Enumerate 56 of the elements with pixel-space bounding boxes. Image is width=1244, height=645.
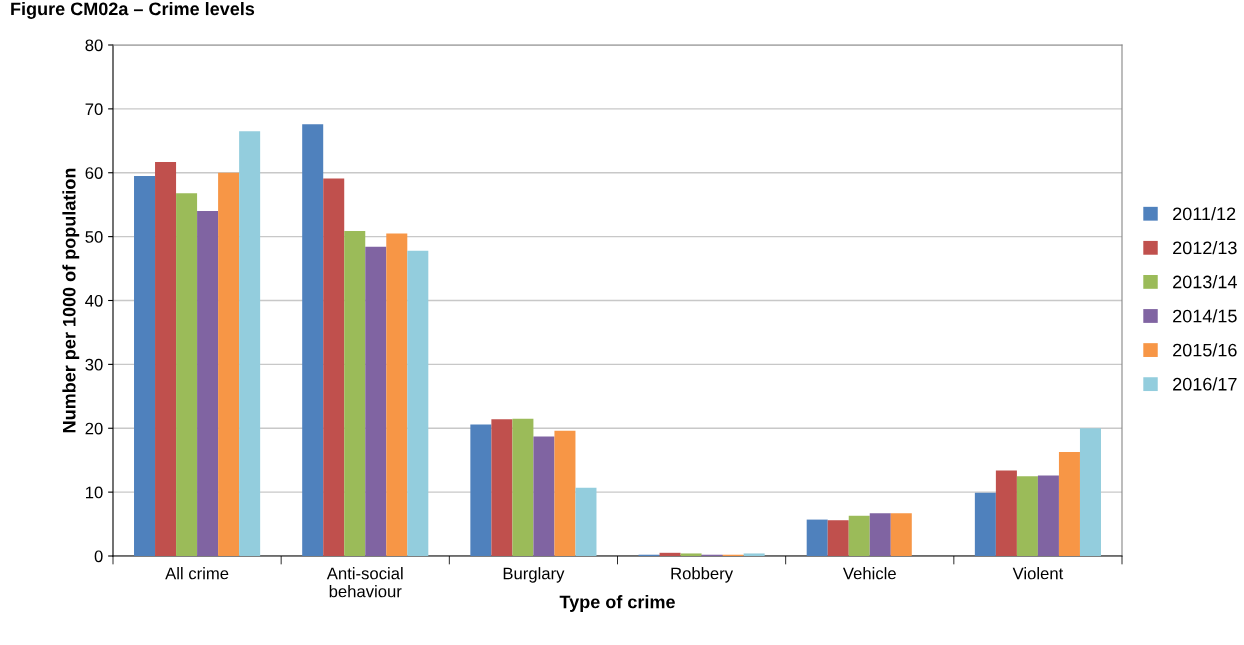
bar xyxy=(743,553,765,556)
y-axis-title: Number per 1000 of population xyxy=(62,168,80,433)
bar xyxy=(575,487,597,556)
bar xyxy=(323,178,345,556)
bar xyxy=(344,230,366,556)
bar xyxy=(176,193,198,556)
bar xyxy=(995,470,1017,556)
bar xyxy=(1037,475,1059,556)
bar xyxy=(470,424,492,556)
y-tick-label: 40 xyxy=(85,294,103,307)
bar xyxy=(386,233,408,556)
x-tick-label: Burglary xyxy=(503,567,565,583)
legend-label: 2013/14 xyxy=(1173,275,1237,289)
y-tick-label: 70 xyxy=(85,103,103,116)
x-tick-label: All crime xyxy=(165,567,229,580)
bar xyxy=(197,211,219,556)
bar xyxy=(890,513,912,556)
y-tick-label: 80 xyxy=(85,39,103,52)
legend-label: 2014/15 xyxy=(1173,309,1237,323)
bar xyxy=(302,124,324,556)
legend-label: 2016/17 xyxy=(1173,377,1237,391)
bar xyxy=(1079,428,1101,556)
bar xyxy=(365,246,387,556)
bar xyxy=(848,515,870,556)
bar xyxy=(239,131,261,556)
bar xyxy=(533,436,555,556)
bar xyxy=(218,172,240,556)
bar xyxy=(827,520,849,556)
y-tick-label: 0 xyxy=(94,550,103,563)
x-tick-label: Robbery xyxy=(671,567,734,583)
bar xyxy=(407,250,429,556)
bar xyxy=(1016,476,1038,556)
bar xyxy=(1058,451,1080,556)
y-tick-label: 20 xyxy=(85,422,103,435)
bar xyxy=(806,519,828,556)
legend-label: 2012/13 xyxy=(1173,241,1237,255)
legend-label: 2015/16 xyxy=(1173,343,1237,357)
y-tick-label: 60 xyxy=(85,167,103,179)
y-tick-label: 50 xyxy=(85,231,103,243)
x-axis-title: Type of crime xyxy=(559,595,675,612)
legend-label: 2011/12 xyxy=(1173,206,1236,221)
x-tick-label: Anti-social behaviour xyxy=(326,567,403,598)
x-tick-label: Vehicle xyxy=(842,567,896,580)
y-tick-label: 30 xyxy=(85,358,103,371)
bar xyxy=(512,418,534,556)
bar xyxy=(974,492,996,556)
bar xyxy=(155,161,177,556)
chart-title: Figure CM02a – Crime levels xyxy=(11,2,255,19)
x-tick-label: Violent xyxy=(1012,567,1064,580)
bar xyxy=(659,552,681,556)
bar xyxy=(680,553,702,556)
bar xyxy=(491,419,513,556)
bar xyxy=(869,513,891,556)
bar xyxy=(554,430,576,556)
bar xyxy=(134,175,156,556)
y-tick-label: 10 xyxy=(86,486,103,499)
